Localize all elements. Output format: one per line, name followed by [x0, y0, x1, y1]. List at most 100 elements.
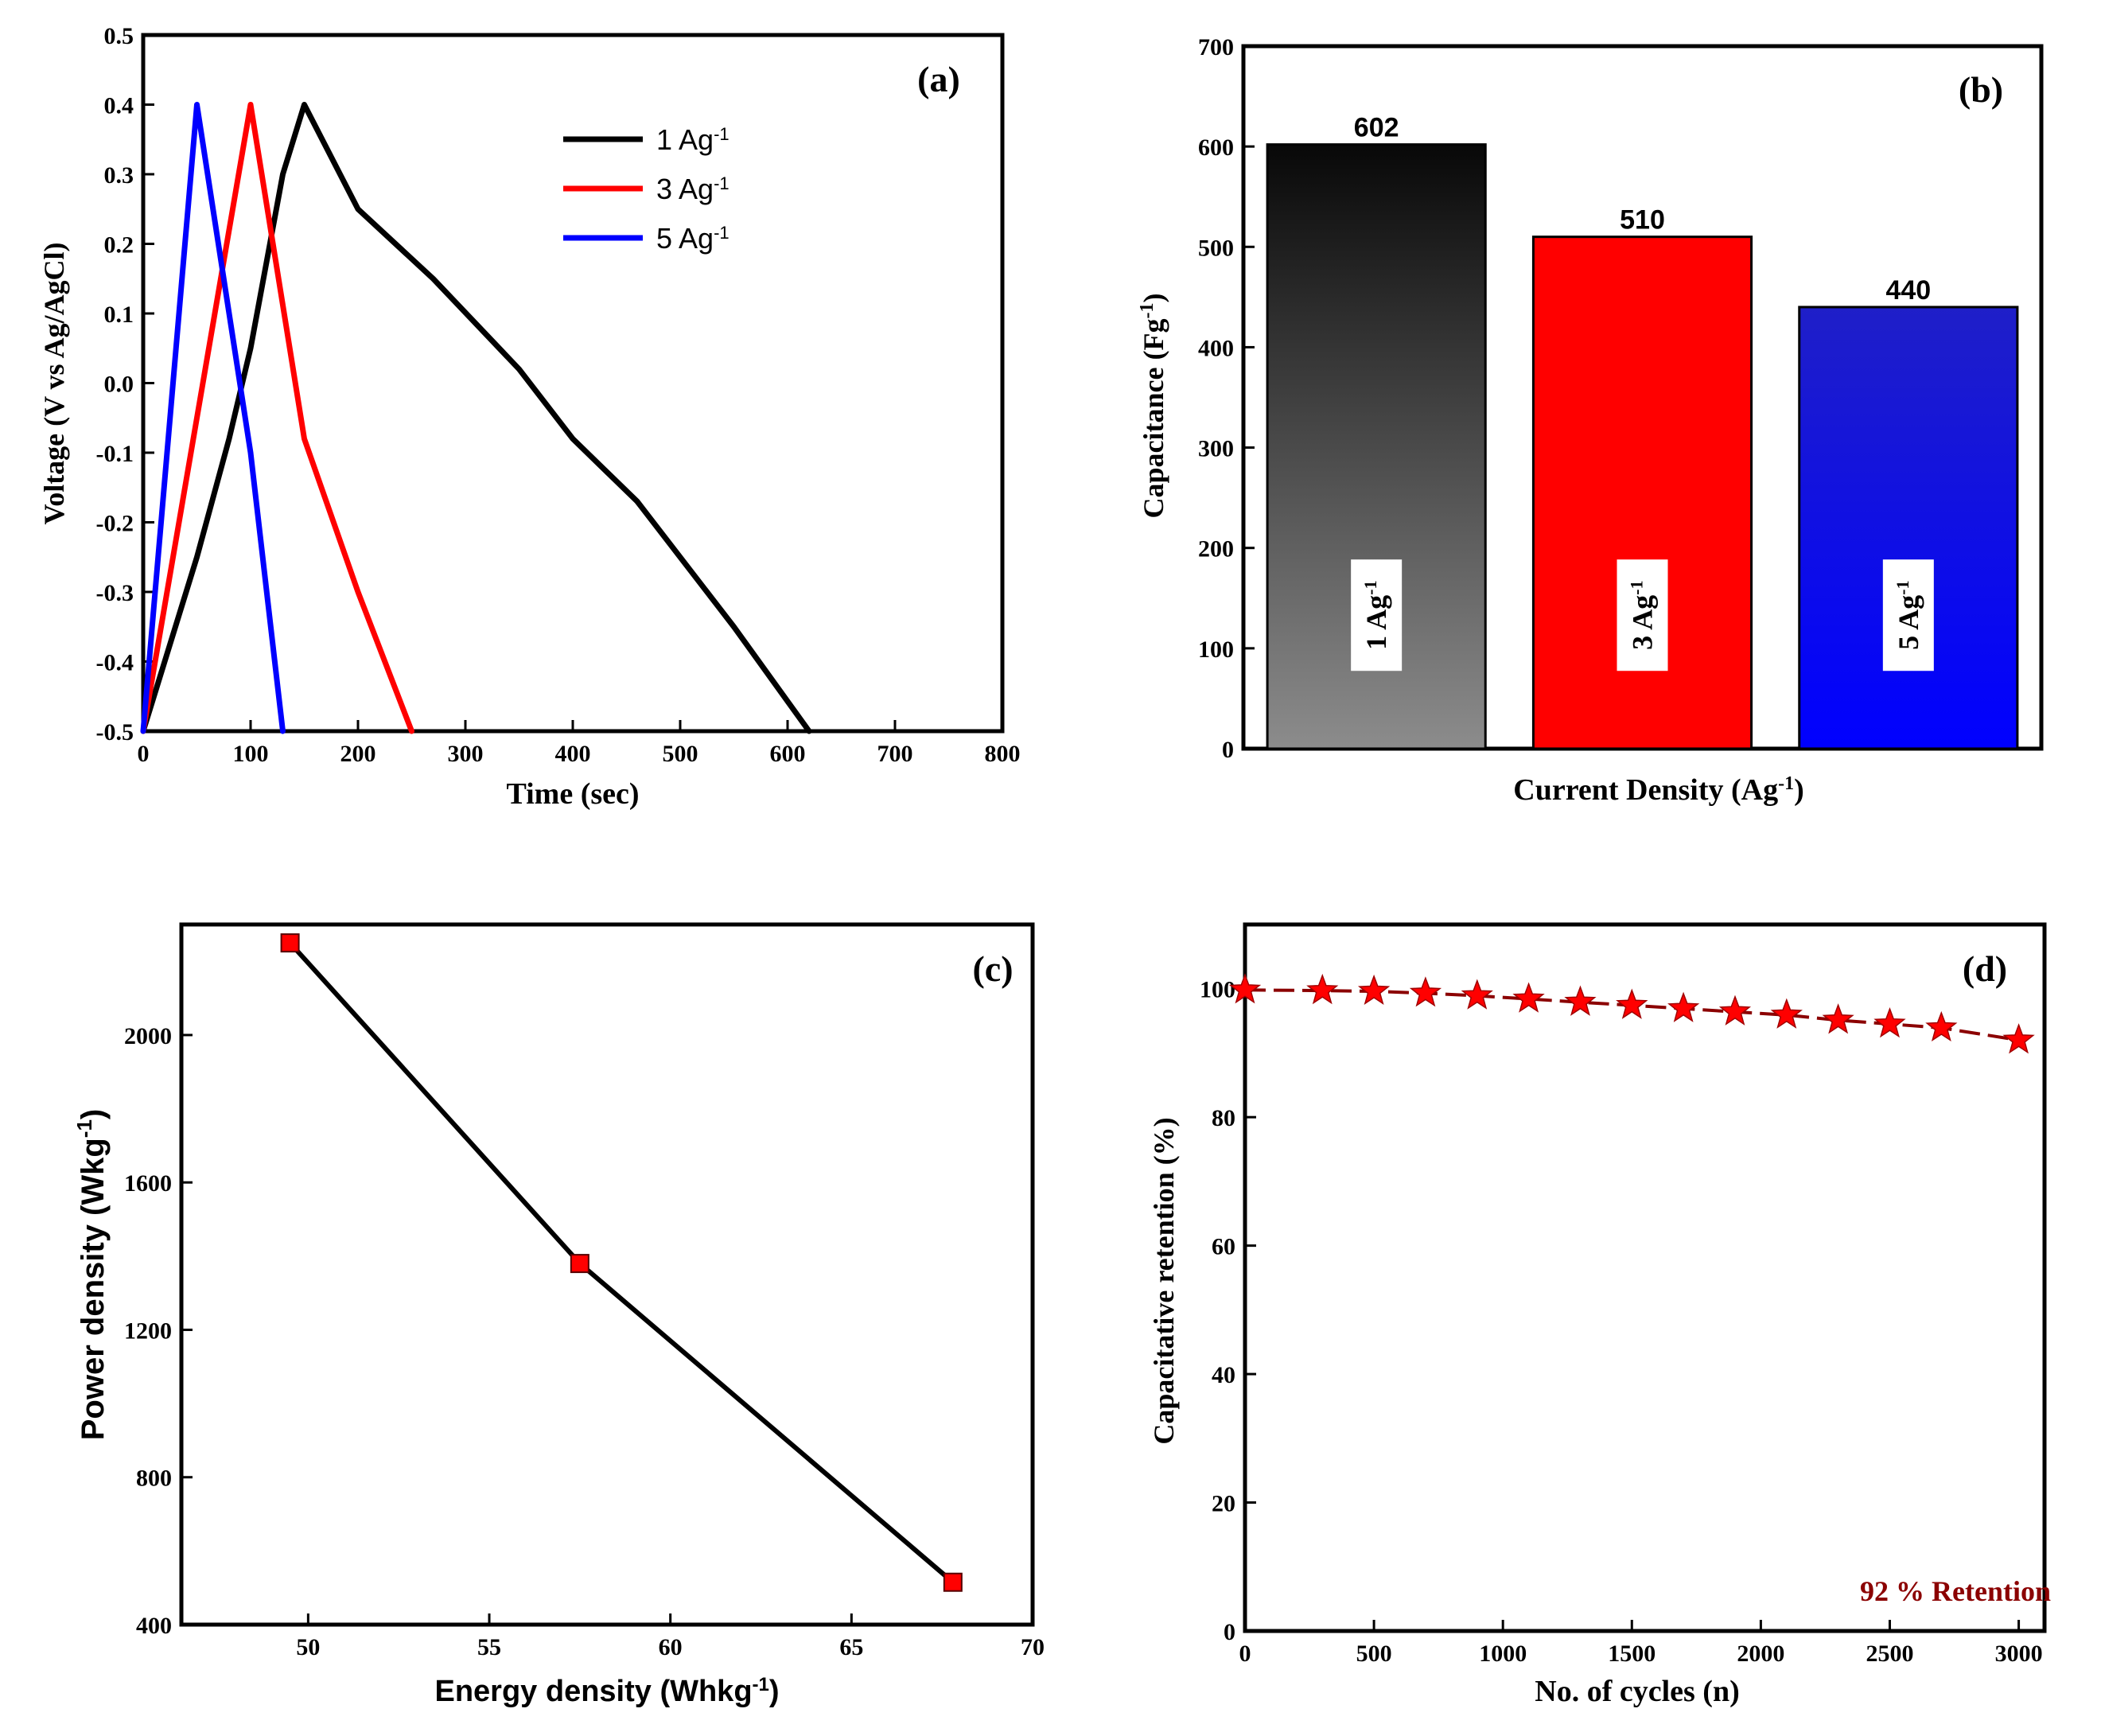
panel-b-category-label: 5 Ag-1	[1892, 581, 1924, 650]
panel-a-y-tick-label: 0.4	[104, 93, 134, 119]
panel-c-x-tick-label: 70	[1021, 1634, 1045, 1660]
panel-a-legend-sup: -1	[714, 223, 730, 243]
panel-b-category-label-box	[1351, 559, 1403, 671]
panel-c-label: (c)	[972, 948, 1013, 989]
panel-d-star-marker-15	[2002, 1023, 2035, 1054]
panel-c-series	[280, 933, 963, 1592]
panel-a-y-tick-label: 0.2	[104, 232, 134, 259]
panel-d-star-marker-5	[1461, 979, 1493, 1010]
panel-d-star-marker-12	[1822, 1003, 1854, 1034]
panel-b-category-label: 1 Ag-1	[1360, 581, 1393, 650]
panel-a-x-tick-label: 200	[340, 741, 376, 767]
panel-c-y-tick-label: 1200	[124, 1318, 172, 1344]
panel-d-y-tick-label: 0	[1224, 1619, 1235, 1645]
panel-b-label: (b)	[1959, 69, 2003, 110]
panel-d-y-tick-label: 40	[1212, 1362, 1235, 1388]
panel-d-y-axis-title: Capacitative retention (%)	[1148, 1117, 1180, 1444]
panel-c-y-axis-title: Power density (Wkg-1)	[72, 1109, 111, 1441]
panel-d-frame	[1243, 922, 2047, 1633]
panel-c-x-axis-title-sup: -1	[753, 1674, 769, 1695]
panel-a-x-tick-label: 0	[138, 741, 150, 767]
panel-a-legend-text: 1 Ag	[656, 123, 714, 156]
panel-c-x-axis-title: Energy density (Whkg-1)	[434, 1674, 779, 1709]
panel-b-category-label-box	[1617, 559, 1668, 671]
panel-b-bar-value-label: 510	[1620, 205, 1665, 235]
panel-b-category-text: 1 Ag	[1360, 595, 1392, 650]
panel-c-frame	[179, 922, 1035, 1627]
panel-d-label: (d)	[1963, 948, 2007, 989]
panel-a-x-axis: 0 100 200 300 400 500 600 700 800	[138, 720, 1021, 767]
panel-d-y-tick-label: 80	[1212, 1105, 1235, 1131]
panel-a-x-tick-label: 500	[663, 741, 698, 767]
panel-a-x-tick-label: 800	[985, 741, 1021, 767]
panel-a-x-tick-label: 300	[448, 741, 484, 767]
panel-b-x-axis-title-sup: -1	[1778, 773, 1794, 794]
panel-d-y-tick-label: 60	[1212, 1234, 1235, 1260]
panel-d-annotation: 92 % Retention	[1860, 1575, 2051, 1607]
panel-c-marker-1	[280, 933, 300, 953]
panel-d-x-tick-label: 500	[1356, 1641, 1392, 1667]
panel-c-y-axis-title-sup: -1	[72, 1119, 96, 1138]
panel-b-x-axis-title-text: Current Density (Ag	[1513, 773, 1778, 807]
panel-d-star-marker-1	[1228, 973, 1262, 1004]
panel-c-marker-3	[943, 1572, 963, 1592]
panel-a-y-tick-label: -0.1	[96, 441, 134, 467]
panel-a-gcd-curves: (a) -0.5 -0.4 -0.3 -0.2 -0.1 0.0 0.1 0.2 0.3 0.4 0…	[38, 23, 1021, 811]
panel-a-y-tick-label: 0.5	[104, 23, 134, 49]
panel-c-y-axis: 400 800 1200 1600 2000	[124, 1023, 193, 1639]
panel-c-ragone-plot: (c) 400 800 1200 1600 2000 50 55 60 65 70 Energy…	[72, 922, 1045, 1709]
panel-d-star-marker-4	[1409, 976, 1442, 1007]
panel-c-y-axis-title-text: Power density (Wkg	[76, 1138, 111, 1440]
panel-a-x-tick-label: 700	[877, 741, 913, 767]
panel-a-legend-label-1: 1 Ag-1	[656, 123, 730, 156]
panel-b-y-tick-label: 400	[1198, 335, 1234, 361]
panel-a-y-axis-title: Voltage (V vs Ag/AgCl)	[38, 242, 70, 524]
panel-d-x-axis: 0 500 1000 1500 2000 2500 3000	[1239, 1620, 2043, 1667]
panel-d-star-marker-13	[1873, 1006, 1906, 1038]
panel-b-bar-value-label: 440	[1885, 275, 1931, 306]
panel-a-y-tick-label: -0.4	[96, 650, 134, 676]
panel-a-y-axis: -0.5 -0.4 -0.3 -0.2 -0.1 0.0 0.1 0.2 0.3 0.4 0.5	[96, 23, 154, 745]
panel-d-star-marker-2	[1306, 973, 1339, 1005]
panel-d-x-tick-label: 2500	[1866, 1641, 1913, 1667]
panel-a-legend-label-2: 3 Ag-1	[656, 173, 730, 205]
panel-a-x-tick-label: 100	[233, 741, 269, 767]
panel-c-y-tick-label: 1600	[124, 1170, 172, 1197]
panel-b-y-tick-label: 700	[1198, 34, 1234, 60]
panel-b-category-sup: -1	[1360, 581, 1380, 595]
panel-d-star-marker-3	[1357, 974, 1391, 1006]
panel-b-bar-value-label: 602	[1354, 113, 1399, 143]
panel-b-y-axis: 0 100 200 300 400 500 600 700	[1198, 34, 1255, 763]
panel-a-legend-sup: -1	[714, 173, 730, 193]
panel-b-x-axis-title-tail: )	[1794, 773, 1804, 807]
panel-a-legend-label-3: 5 Ag-1	[656, 222, 730, 255]
panel-b-category-sup: -1	[1892, 581, 1912, 595]
panel-a-x-tick-label: 600	[770, 741, 806, 767]
panel-b-y-axis-title-sup: -1	[1137, 303, 1157, 319]
panel-b-y-tick-label: 600	[1198, 134, 1234, 161]
panel-d-star-marker-14	[1925, 1010, 1958, 1042]
panel-d-x-tick-label: 0	[1239, 1641, 1251, 1667]
panel-a-y-tick-label: 0.0	[104, 372, 134, 398]
panel-b-y-axis-title-text: Capacitance (Fg	[1138, 319, 1169, 519]
panel-a-y-tick-label: 0.3	[104, 162, 134, 189]
panel-c-x-axis-title-text: Energy density (Whkg	[434, 1675, 752, 1708]
panel-c-y-tick-label: 2000	[124, 1023, 172, 1049]
panel-d-x-tick-label: 2000	[1737, 1641, 1784, 1667]
panel-c-x-tick-label: 65	[839, 1634, 863, 1660]
panel-d-star-marker-10	[1718, 995, 1752, 1026]
panel-b-y-axis-title: Capacitance (Fg-1)	[1137, 294, 1169, 519]
panel-b-y-tick-label: 0	[1222, 737, 1234, 763]
panel-a-y-tick-label: -0.2	[96, 511, 134, 537]
panel-b-bar-2	[1531, 235, 1753, 750]
panel-b-category-text: 3 Ag	[1627, 595, 1659, 650]
panel-b-y-tick-label: 200	[1198, 536, 1234, 562]
panel-a-x-axis-title: Time (sec)	[506, 777, 639, 811]
panel-c-x-axis-title-tail: )	[769, 1675, 780, 1708]
panel-c-y-axis-title-tail: )	[76, 1109, 111, 1119]
panel-b-y-axis-title-tail: )	[1138, 294, 1169, 303]
panel-b-y-tick-label: 300	[1198, 436, 1234, 462]
